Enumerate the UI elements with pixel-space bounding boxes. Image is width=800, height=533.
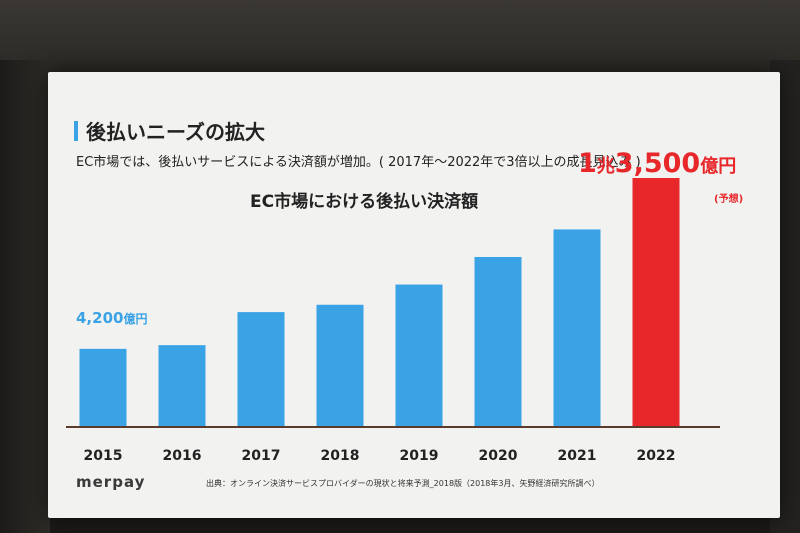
- bar-2021: [553, 229, 601, 426]
- bar-2020: [474, 256, 522, 426]
- chart-title: EC市場における後払い決済額: [250, 192, 479, 212]
- data-label-2022-trillion-unit: 兆: [596, 156, 615, 177]
- slide-subtitle: EC市場では、後払いサービスによる決済額が増加。( 2017年〜2022年で3倍…: [76, 155, 641, 170]
- bar-2019: [395, 284, 443, 426]
- bar-2015: [79, 348, 127, 426]
- bar-2017: [237, 312, 285, 426]
- data-label-2022-oku: 3,500: [614, 148, 701, 179]
- bar-2022: [632, 178, 680, 426]
- data-label-2022: 1兆3,500億円: [578, 150, 736, 177]
- source-note: 出典：オンライン決済サービスプロバイダーの現状と将来予測_2018版（2018年…: [206, 479, 600, 488]
- room-ceiling: [0, 0, 800, 78]
- data-label-2015: 4,200億円: [76, 308, 147, 327]
- forecast-note: (予想): [714, 194, 744, 205]
- data-label-2022-trillion: 1: [578, 148, 597, 179]
- bar-2018: [316, 304, 364, 426]
- data-label-2015-unit: 億円: [123, 312, 148, 326]
- data-label-2015-value: 4,200: [76, 309, 124, 327]
- x-tick-label-2019: 2019: [400, 448, 439, 464]
- room-wall-left: [0, 60, 50, 533]
- x-tick-label-2022: 2022: [637, 448, 676, 464]
- bar-2016: [158, 345, 206, 426]
- x-tick-label-2018: 2018: [321, 448, 360, 464]
- x-tick-label-2021: 2021: [558, 448, 597, 464]
- x-tick-label-2020: 2020: [479, 448, 518, 464]
- slide-title: 後払いニーズの拡大: [86, 120, 265, 144]
- merpay-logo: merpay: [76, 473, 146, 491]
- x-tick-label-2015: 2015: [84, 448, 123, 464]
- data-label-2022-unit: 億円: [700, 156, 737, 177]
- x-tick-label-2016: 2016: [163, 448, 202, 464]
- x-tick-label-2017: 2017: [242, 448, 281, 464]
- title-accent-bar: [74, 121, 78, 141]
